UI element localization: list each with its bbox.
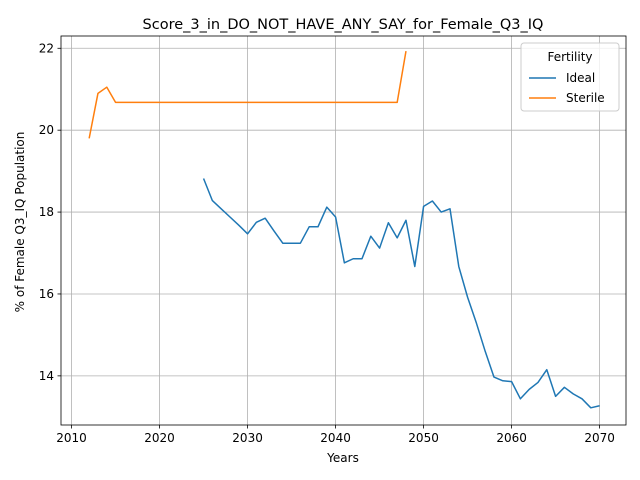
x-tick-label: 2060 bbox=[496, 431, 527, 445]
x-tick-label: 2030 bbox=[232, 431, 263, 445]
y-tick-label: 22 bbox=[39, 41, 54, 55]
y-tick-label: 14 bbox=[39, 369, 54, 383]
y-axis-label: % of Female Q3_IQ Population bbox=[13, 132, 27, 313]
series-line-sterile bbox=[88, 51, 407, 139]
series-line-ideal bbox=[202, 178, 600, 409]
grid bbox=[61, 36, 626, 425]
x-tick-label: 2040 bbox=[320, 431, 351, 445]
x-axis-label: Years bbox=[326, 451, 359, 465]
legend-label-ideal: Ideal bbox=[566, 71, 595, 85]
legend-label-sterile: Sterile bbox=[566, 91, 605, 105]
chart-title: Score_3_in_DO_NOT_HAVE_ANY_SAY_for_Femal… bbox=[143, 17, 544, 33]
x-tick-label: 2050 bbox=[408, 431, 439, 445]
legend: Fertility Ideal Sterile bbox=[520, 42, 620, 112]
x-tick-label: 2020 bbox=[144, 431, 175, 445]
legend-title: Fertility bbox=[547, 50, 592, 64]
x-tick-label: 2010 bbox=[56, 431, 87, 445]
y-tick-label: 16 bbox=[39, 287, 54, 301]
series-lines bbox=[88, 51, 600, 409]
x-tick-label: 2070 bbox=[584, 431, 615, 445]
y-tick-label: 18 bbox=[39, 205, 54, 219]
y-tick-label: 20 bbox=[39, 123, 54, 137]
plot-frame bbox=[60, 35, 627, 426]
legend-box bbox=[520, 42, 620, 112]
axis-ticks: 2010 2020 2030 2040 2050 2060 2070 14 16 18 20 22 bbox=[39, 41, 615, 445]
